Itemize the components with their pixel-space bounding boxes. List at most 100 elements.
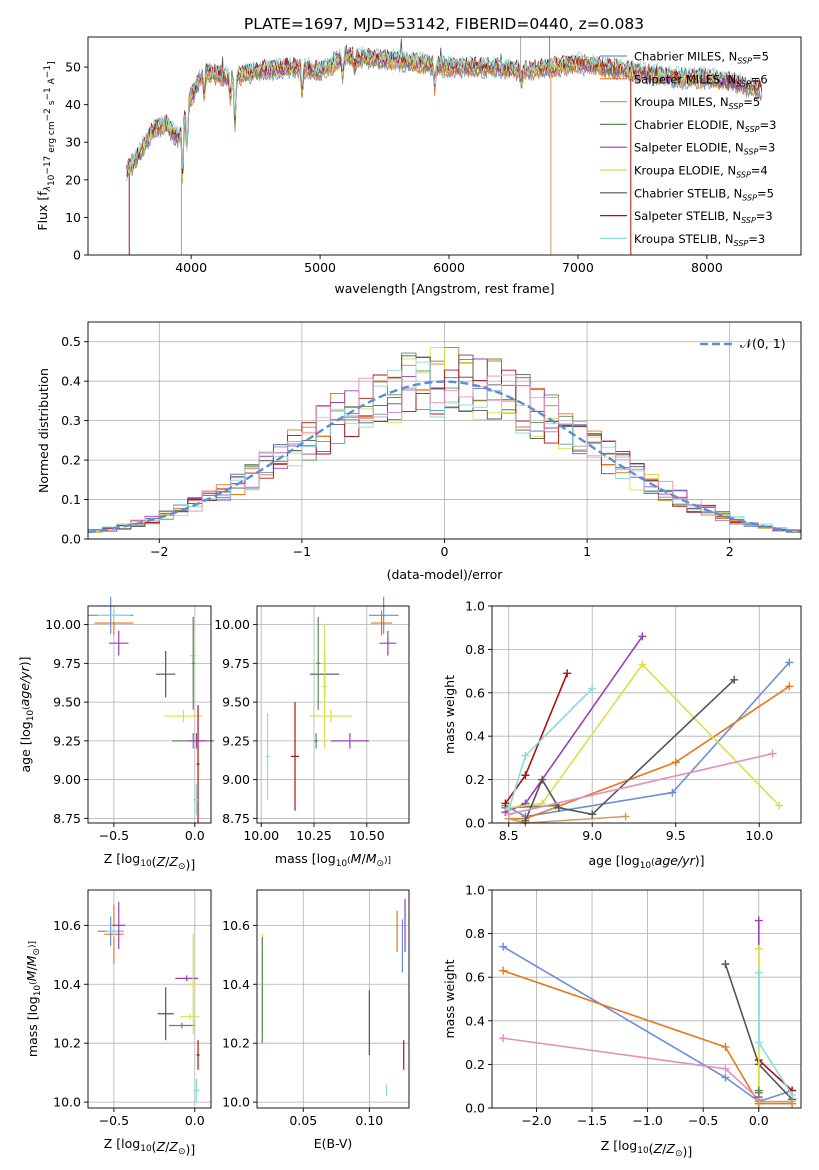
x-axis-label: Z [log10(Z/Z⊙)] [601, 1138, 693, 1159]
y-tick-label: 0.5 [61, 334, 81, 349]
x-tick-label: 0.10 [355, 1113, 383, 1128]
x-tick-label: −2 [150, 544, 168, 559]
weight-marker [754, 1088, 763, 1097]
x-tick-label: 10.0 [745, 828, 773, 843]
y-tick-label: 10.2 [222, 1036, 250, 1051]
weight-marker [754, 968, 763, 977]
legend-entry: Chabrier ELODIE, NSSP=3 [634, 118, 776, 134]
axes-frame [87, 889, 212, 1109]
legend-entry: Kroupa ELODIE, NSSP=4 [634, 164, 768, 180]
x-tick-label: 0.0 [185, 828, 205, 843]
x-tick-label: 1 [583, 544, 591, 559]
y-tick-label: 0.4 [465, 729, 485, 744]
x-tick-label: 10.50 [349, 828, 385, 843]
weight-marker [671, 758, 680, 767]
x-tick-label: −1.5 [577, 1113, 607, 1128]
y-tick-label: 9.25 [222, 733, 250, 748]
x-tick-label: 5000 [304, 260, 336, 275]
weight-marker [785, 658, 794, 667]
axes-frame [256, 605, 410, 824]
y-axis-label: Flux [fλ10−17 erg cm−2 s−1 A−1] [35, 61, 57, 230]
y-tick-label: 9.75 [53, 656, 81, 671]
x-tick-label: 7000 [562, 260, 594, 275]
y-tick-label: 9.00 [222, 772, 250, 787]
y-tick-label: 0.2 [465, 1057, 485, 1072]
legend-entry: 𝒩(0, 1) [740, 336, 786, 351]
histograms [88, 347, 801, 534]
weight-marker [721, 960, 730, 969]
x-tick-label: −1 [293, 544, 311, 559]
weight-marker [504, 810, 513, 819]
weight-marker [588, 810, 597, 819]
axes-frame [87, 605, 212, 824]
axes-layer [84, 36, 802, 1112]
weight-marker [638, 632, 647, 641]
x-axis-label: Z [log10(Z/Z⊙)] [104, 1136, 196, 1157]
x-tick-label: 9.0 [582, 828, 602, 843]
weight-marker [721, 1073, 730, 1082]
legend-entry: Salpeter ELODIE, NSSP=3 [634, 141, 775, 157]
weight-marker [521, 771, 530, 780]
y-tick-label: 0.8 [465, 642, 485, 657]
y-tick-label: 40 [65, 97, 81, 112]
y-tick-label: 10.6 [53, 918, 81, 933]
weight-line [508, 663, 780, 809]
y-tick-label: 8.75 [222, 811, 250, 826]
weight-marker [754, 944, 763, 953]
legend-entry: Chabrier STELIB, NSSP=5 [634, 186, 774, 202]
y-tick-label: 1.0 [465, 599, 485, 614]
axes-frame [256, 889, 410, 1109]
weight-marker [668, 788, 677, 797]
spectrum-line-5 [126, 50, 720, 180]
weight-marker [788, 1097, 797, 1106]
weight-marker [499, 1034, 508, 1043]
axes-frame [87, 36, 802, 256]
weight-line [502, 946, 793, 1103]
x-axis-label: Z [log10(Z/Z⊙)] [104, 851, 196, 872]
weight-line [508, 685, 790, 820]
weight-marker [730, 675, 739, 684]
y-tick-label: 10.0 [53, 1095, 81, 1110]
legend-entry: Kroupa MILES, NSSP=5 [634, 95, 760, 111]
x-axis-label: (data-model)/error [387, 567, 504, 582]
y-tick-label: 30 [65, 135, 81, 150]
weight-line [508, 752, 773, 816]
x-tick-label: −0.5 [688, 1113, 718, 1128]
y-tick-label: 20 [65, 172, 81, 187]
axes-frame [491, 605, 802, 824]
y-tick-label: 9.50 [222, 695, 250, 710]
y-tick-label: 0.0 [61, 532, 81, 547]
y-tick-label: 0.4 [465, 1013, 485, 1028]
x-tick-label: 0 [441, 544, 449, 559]
y-axis-label: mass weight [442, 959, 457, 1038]
weight-marker [754, 1097, 763, 1106]
y-tick-label: 0.0 [465, 816, 485, 831]
weight-marker [785, 682, 794, 691]
x-tick-label: −0.5 [99, 828, 129, 843]
x-axis-label: wavelength [Angstrom, rest frame] [334, 281, 554, 296]
x-tick-label: 0.05 [289, 1113, 317, 1128]
legend-entry: Chabrier MILES, NSSP=5 [634, 50, 769, 66]
weight-marker [501, 799, 510, 808]
y-tick-label: 9.75 [222, 656, 250, 671]
x-tick-label: 4000 [175, 260, 207, 275]
weight-marker [775, 801, 784, 810]
y-tick-label: 8.75 [53, 811, 81, 826]
spectrum-lines [126, 37, 763, 255]
y-tick-label: 10.6 [222, 918, 250, 933]
weight-marker [563, 669, 572, 678]
y-tick-label: 0.1 [61, 492, 81, 507]
x-tick-label: 9.5 [666, 828, 686, 843]
weight-marker [638, 660, 647, 669]
y-axis-label: Normed distribution [36, 368, 51, 493]
y-tick-label: 0 [73, 248, 81, 263]
y-tick-label: 0.4 [61, 374, 81, 389]
x-axis-label: age [log10(age/yr)] [589, 853, 705, 871]
y-tick-label: 0.2 [61, 453, 81, 468]
x-tick-label: 0.0 [185, 1113, 205, 1128]
y-tick-label: 9.25 [53, 733, 81, 748]
y-tick-label: 50 [65, 60, 81, 75]
x-tick-label: 8.5 [499, 828, 519, 843]
x-tick-label: −2.0 [521, 1113, 551, 1128]
